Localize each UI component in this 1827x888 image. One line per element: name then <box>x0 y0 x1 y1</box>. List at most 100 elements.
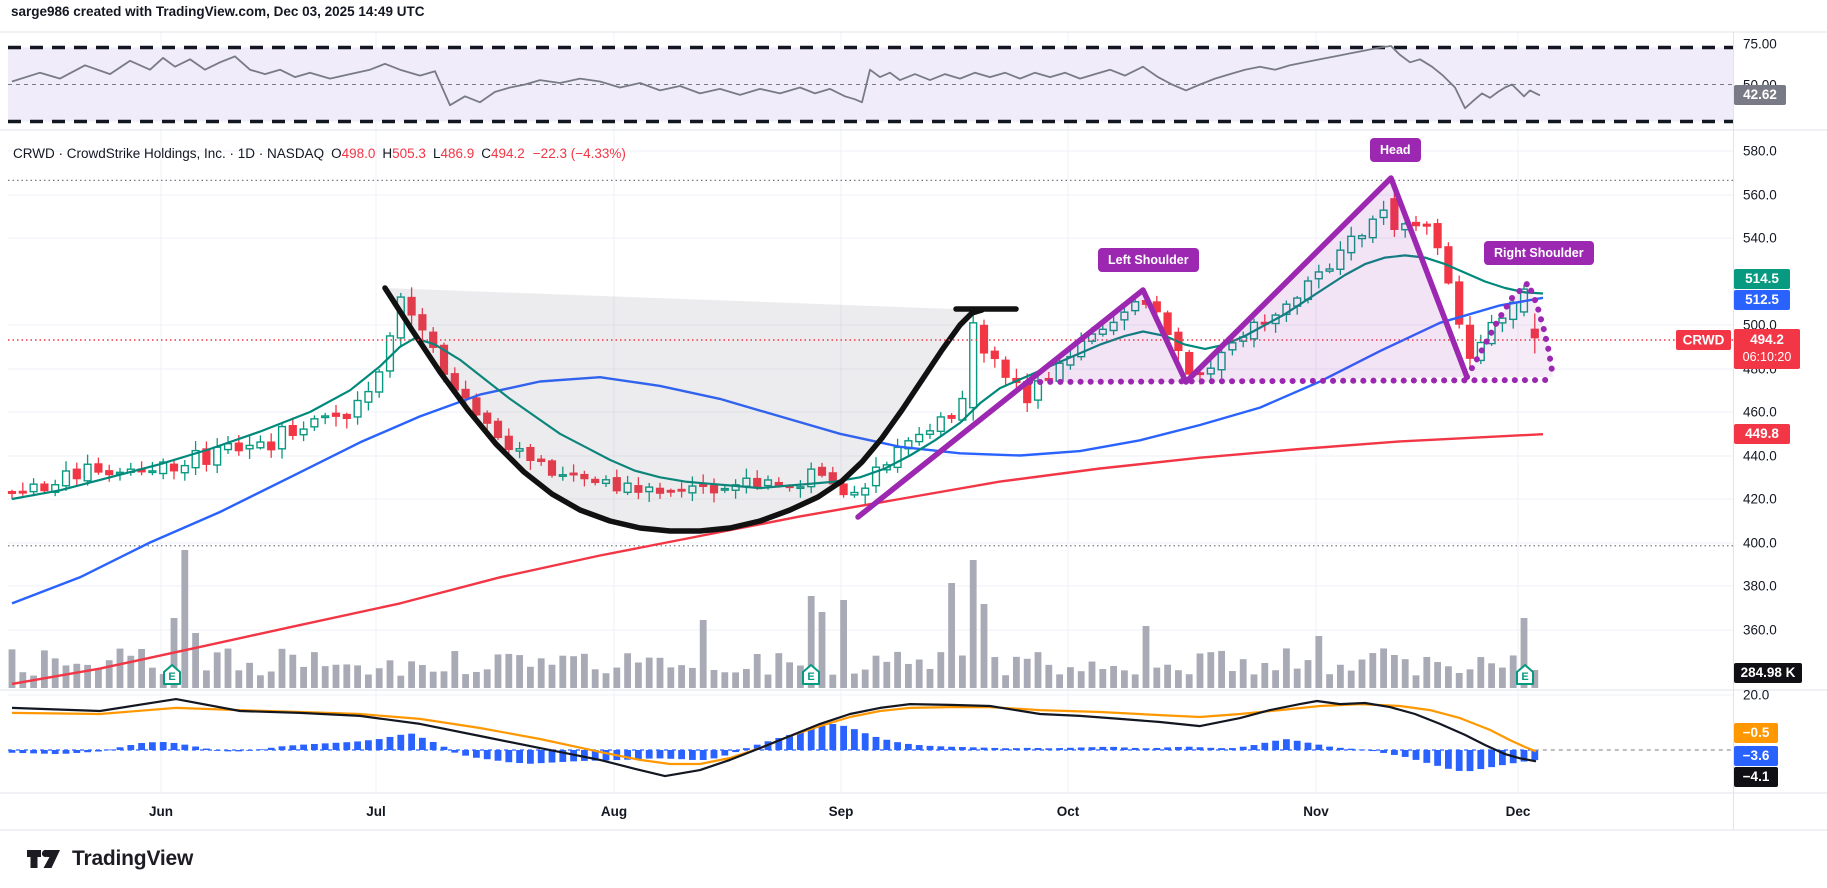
volume-bar <box>1315 636 1323 688</box>
macd-histogram-bar <box>591 750 599 761</box>
tradingview-logo[interactable]: TradingView <box>27 846 193 872</box>
candle-body <box>267 441 276 451</box>
candle-body <box>709 485 719 494</box>
macd-histogram-bar <box>1380 750 1387 753</box>
volume-bar <box>1412 675 1420 688</box>
candle-body <box>504 435 513 451</box>
candle-body <box>1217 351 1226 371</box>
head-label[interactable]: Head <box>1370 138 1421 162</box>
candle-body <box>1379 209 1388 219</box>
rsi-tick-label: 75.00 <box>1743 37 1777 52</box>
left-shoulder-label[interactable]: Left Shoulder <box>1098 248 1199 272</box>
volume-bar <box>894 651 901 688</box>
candle-body <box>61 470 71 487</box>
volume-bar <box>1196 653 1204 688</box>
macd-histogram-bar <box>926 745 934 750</box>
macd-histogram-bar <box>559 750 567 762</box>
earnings-icon <box>802 664 820 685</box>
volume-bar <box>613 667 621 688</box>
macd-histogram-bar <box>1326 746 1333 750</box>
earnings-icon-letter: E <box>1521 671 1528 683</box>
volume-bar <box>203 670 210 688</box>
volume-bar <box>710 669 718 688</box>
month-label[interactable]: Nov <box>1303 804 1329 819</box>
right-shoulder-fill <box>1467 283 1553 377</box>
candle-body <box>1422 223 1431 227</box>
volume-bar <box>743 668 750 688</box>
candle-body <box>364 390 373 403</box>
volume-bar <box>105 660 113 688</box>
month-label[interactable]: Sep <box>829 804 854 819</box>
volume-bar <box>559 655 567 688</box>
candle-body <box>321 415 330 419</box>
candle-body <box>353 399 362 418</box>
candle-body <box>461 388 470 399</box>
macd-histogram-bar <box>300 744 307 750</box>
axis-badge-value: 514.5 <box>1745 271 1779 286</box>
candle-body <box>1498 317 1507 324</box>
volume-bar <box>494 654 502 688</box>
macd-histogram-bar <box>1337 747 1344 750</box>
macd-histogram-bar <box>343 742 351 750</box>
volume-bar <box>1455 672 1463 688</box>
macd-histogram-bar <box>829 724 837 750</box>
macd-histogram-bar <box>181 744 189 750</box>
axis-badge <box>1734 85 1786 105</box>
month-label[interactable]: Aug <box>601 804 627 819</box>
macd-histogram-bar <box>645 750 653 759</box>
axis-badge-value: −0.5 <box>1743 725 1770 740</box>
month-label[interactable]: Jun <box>149 804 173 819</box>
ohlc-label: H <box>382 146 393 161</box>
candle-body <box>925 430 935 435</box>
macd-histogram-bar <box>851 729 858 750</box>
ohlc-value: 498.0 <box>341 146 376 161</box>
volume-bar <box>246 662 253 688</box>
candle-body <box>655 487 665 494</box>
candle-body <box>731 484 740 491</box>
candle-body <box>1109 321 1118 332</box>
candle-body <box>969 322 978 409</box>
earnings-icon-letter: E <box>807 671 814 683</box>
macd-histogram-bar <box>19 750 27 754</box>
volume-bar <box>462 674 469 688</box>
volume-bar <box>1380 648 1387 688</box>
volume-bar <box>1131 674 1139 688</box>
candle-body <box>1163 312 1172 336</box>
month-label[interactable]: Jul <box>366 804 386 819</box>
macd-histogram-bar <box>537 750 545 764</box>
rsi-line <box>11 45 1541 110</box>
price-tick-label: 420.0 <box>1743 492 1777 507</box>
earnings-icon <box>163 664 181 685</box>
symbol-title[interactable]: CRWD · CrowdStrike Holdings, Inc. · 1D ·… <box>13 146 325 161</box>
right-shoulder-label[interactable]: Right Shoulder <box>1484 241 1594 265</box>
price-tick-label: 560.0 <box>1743 188 1777 203</box>
volume-bar <box>1499 667 1506 688</box>
candle-body <box>1001 359 1010 378</box>
volume-bar <box>149 667 156 688</box>
volume-bar <box>505 653 513 688</box>
macd-histogram-bar <box>84 750 91 753</box>
volume-bar <box>1466 669 1474 688</box>
volume-bar <box>1110 666 1117 688</box>
macd-histogram-bar <box>116 747 124 750</box>
volume-bar <box>365 674 372 688</box>
axis-badge-value: 494.2 <box>1750 332 1784 347</box>
axis-badge <box>1734 290 1790 310</box>
macd-histogram-bar <box>948 746 955 750</box>
macd-histogram-bar <box>203 748 210 750</box>
macd-histogram-bar <box>699 750 707 760</box>
month-label[interactable]: Dec <box>1506 804 1531 819</box>
month-label[interactable]: Oct <box>1057 804 1080 819</box>
volume-bar <box>62 665 70 688</box>
candle-body <box>1228 342 1237 351</box>
candle-body <box>634 485 643 493</box>
macd-histogram-bar <box>1164 747 1171 750</box>
candle-body <box>72 468 81 480</box>
macd-histogram-bar <box>1239 746 1247 750</box>
candle-body <box>623 482 632 494</box>
macd-histogram-bar <box>278 746 286 750</box>
candle-body <box>1530 328 1539 339</box>
macd-histogram-bar <box>667 750 675 759</box>
earnings-icon <box>1516 664 1534 685</box>
